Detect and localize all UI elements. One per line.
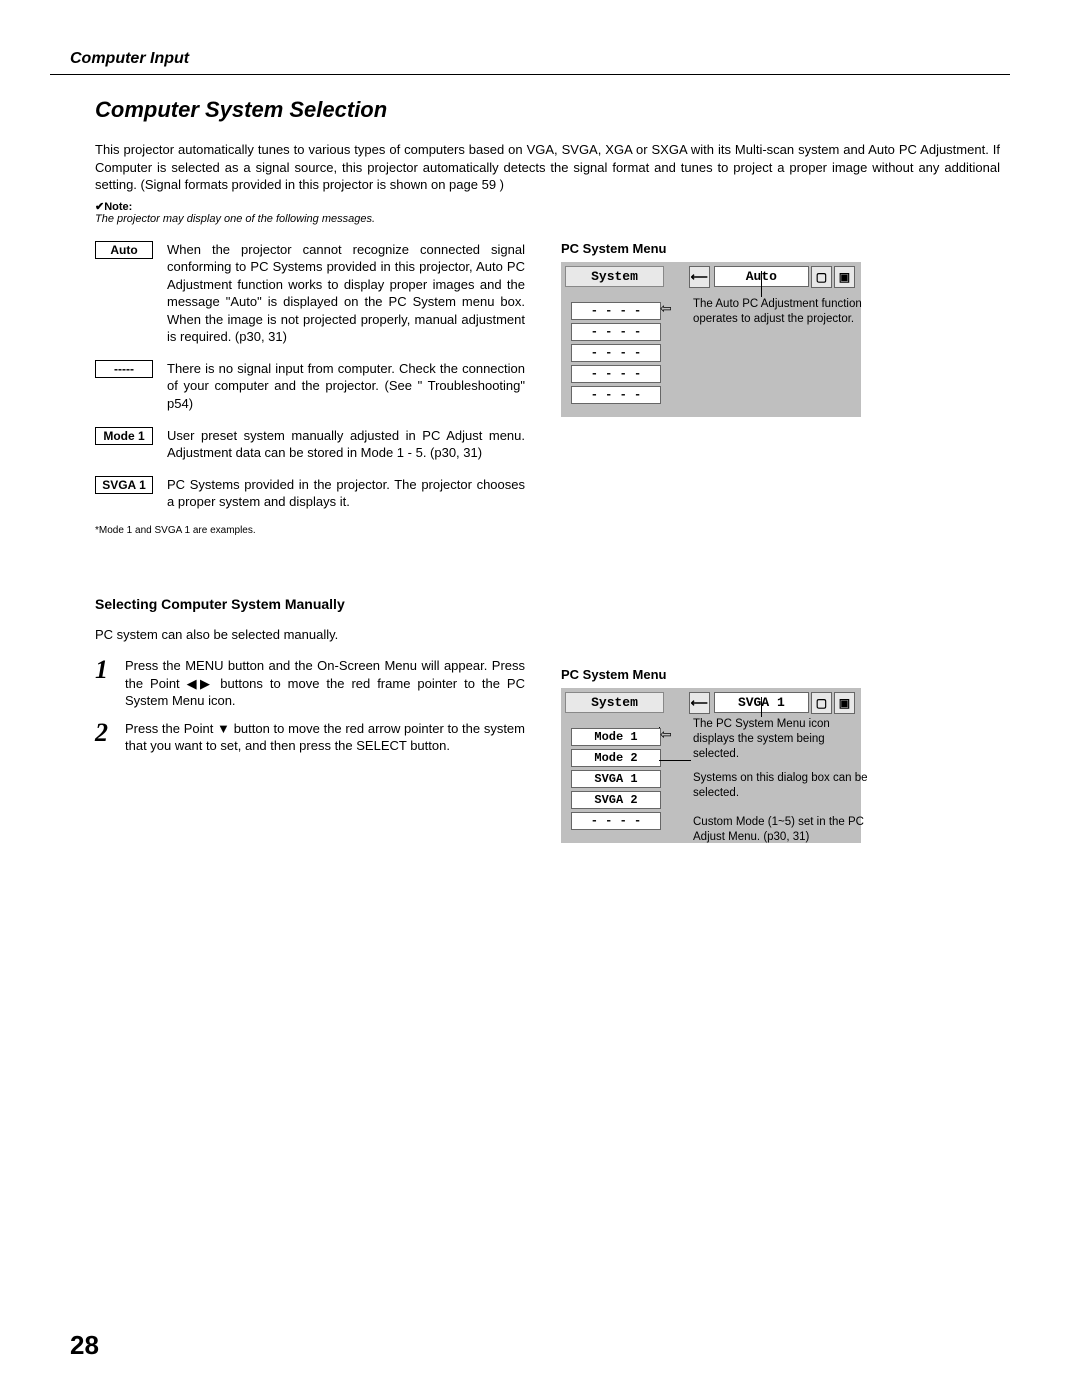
display-icon[interactable]: ▢ [811, 692, 832, 714]
menu1-annotation: The Auto PC Adjustment function operates… [693, 297, 875, 327]
pc-system-menu-fig-1: PC System Menu System ⟵ Auto ▢ ▣ - - - -… [561, 241, 881, 417]
list-item[interactable]: - - - - [571, 386, 661, 404]
menu1-system-label: System [565, 266, 664, 287]
list-item[interactable]: - - - - [571, 302, 661, 320]
label-auto: Auto [95, 241, 153, 259]
manual-heading: Selecting Computer System Manually [95, 596, 525, 612]
messages-column: Auto When the projector cannot recognize… [95, 241, 525, 853]
annot-leader [761, 271, 762, 297]
next-icon[interactable]: ▣ [834, 692, 855, 714]
note-label: ✔Note: [95, 200, 1000, 213]
manual-lead: PC system can also be selected manually. [95, 626, 525, 644]
text-dash: There is no signal input from computer. … [167, 360, 525, 413]
step-1-text: Press the MENU button and the On-Screen … [125, 657, 525, 710]
section-header: Computer Input [70, 50, 1010, 68]
menu2-annotation-3: Custom Mode (1~5) set in the PC Adjust M… [693, 815, 883, 845]
display-icon[interactable]: ▢ [811, 266, 832, 288]
example-footnote: *Mode 1 and SVGA 1 are examples. [95, 525, 525, 536]
annot-leader [761, 697, 762, 717]
page-number: 28 [70, 1330, 99, 1361]
step-2-text: Press the Point ▼ button to move the red… [125, 720, 525, 755]
step-1: 1 Press the MENU button and the On-Scree… [95, 657, 525, 710]
list-item[interactable]: - - - - [571, 365, 661, 383]
annot-leader [659, 727, 660, 728]
label-svga1: SVGA 1 [95, 476, 153, 494]
label-dash: ----- [95, 360, 153, 378]
text-mode1: User preset system manually adjusted in … [167, 427, 525, 462]
step-2: 2 Press the Point ▼ button to move the r… [95, 720, 525, 755]
text-svga1: PC Systems provided in the projector. Th… [167, 476, 525, 511]
arrow-pointer-icon: ⇦ [660, 300, 672, 317]
pc-system-menu-fig-2: PC System Menu System ⟵ SVGA 1 ▢ ▣ Mode … [561, 667, 881, 843]
list-item[interactable]: SVGA 1 [571, 770, 661, 788]
note-text: The projector may display one of the fol… [95, 213, 1000, 225]
menu2-title: PC System Menu [561, 667, 881, 682]
message-mode1: Mode 1 User preset system manually adjus… [95, 427, 525, 462]
text-auto: When the projector cannot recognize conn… [167, 241, 525, 346]
menu1-title: PC System Menu [561, 241, 881, 256]
figures-column: PC System Menu System ⟵ Auto ▢ ▣ - - - -… [561, 241, 881, 853]
message-svga1: SVGA 1 PC Systems provided in the projec… [95, 476, 525, 511]
divider [50, 74, 1010, 75]
menu2-annotation-1: The PC System Menu icon displays the sys… [693, 717, 873, 762]
next-icon[interactable]: ▣ [834, 266, 855, 288]
arrow-pointer-icon: ⇦ [660, 726, 672, 743]
list-item[interactable]: SVGA 2 [571, 791, 661, 809]
list-item[interactable]: - - - - [571, 812, 661, 830]
check-icon: ✔ [95, 201, 104, 213]
list-item[interactable]: - - - - [571, 344, 661, 362]
list-item[interactable]: - - - - [571, 323, 661, 341]
back-icon[interactable]: ⟵ [689, 692, 710, 714]
intro-paragraph: This projector automatically tunes to va… [95, 141, 1000, 194]
back-icon[interactable]: ⟵ [689, 266, 710, 288]
menu2-system-label: System [565, 692, 664, 713]
label-mode1: Mode 1 [95, 427, 153, 445]
message-dash: ----- There is no signal input from comp… [95, 360, 525, 413]
menu2-annotation-2: Systems on this dialog box can be select… [693, 771, 873, 801]
annot-leader [659, 760, 691, 761]
menu1-frame: System ⟵ Auto ▢ ▣ - - - - - - - - - - - … [561, 262, 861, 417]
list-item[interactable]: Mode 2 [571, 749, 661, 767]
message-auto: Auto When the projector cannot recognize… [95, 241, 525, 346]
list-item[interactable]: Mode 1 [571, 728, 661, 746]
step-number-1: 1 [95, 657, 125, 710]
page-title: Computer System Selection [95, 97, 1000, 123]
step-number-2: 2 [95, 720, 125, 755]
